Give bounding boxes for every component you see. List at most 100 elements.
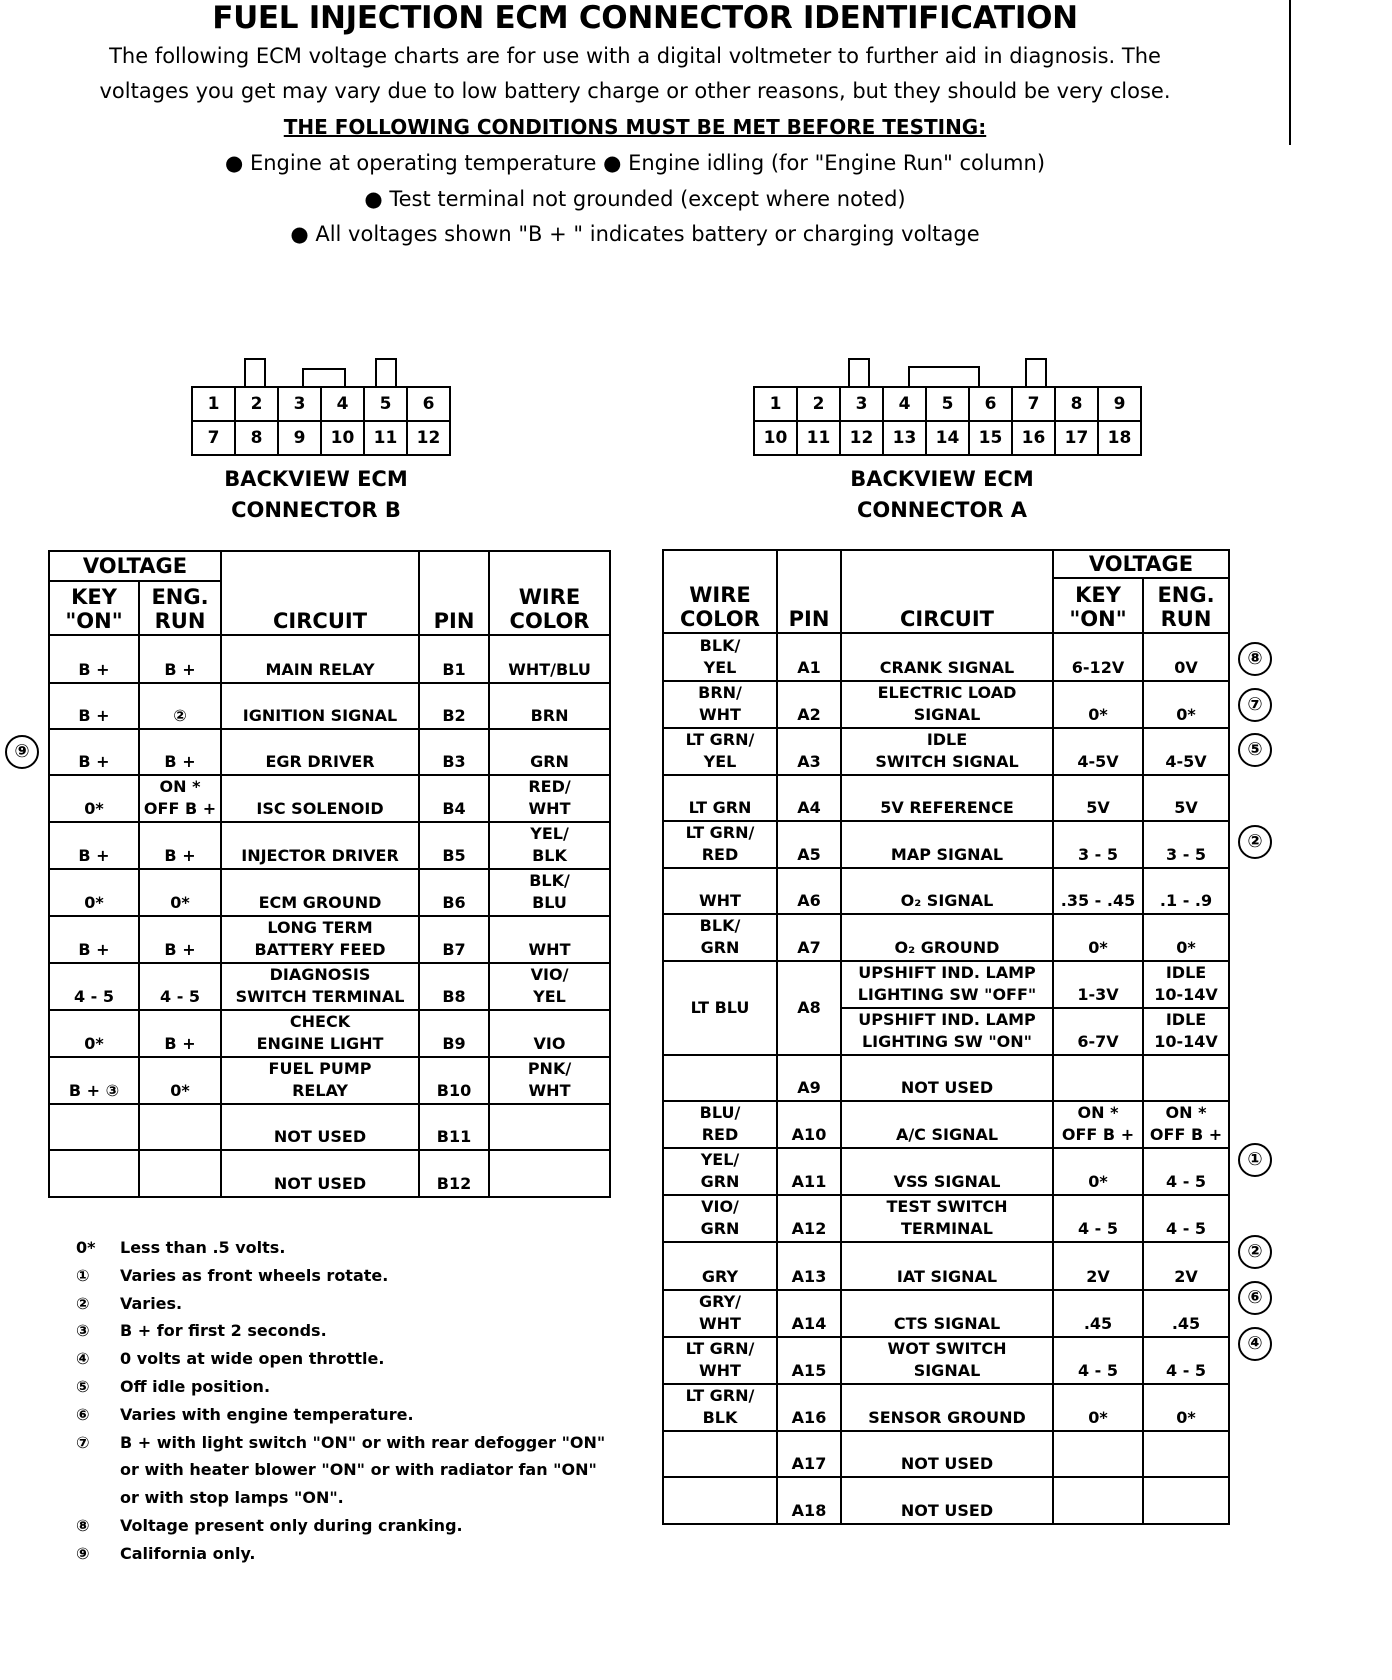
pin-cell: 11: [796, 420, 841, 456]
connector-a-voltage-table: WIRE COLOR PIN CIRCUIT VOLTAGE KEY "ON" …: [662, 549, 1231, 1525]
circuit-name: NOT USED: [840, 1476, 1054, 1525]
footnote-symbol: 0*: [76, 1238, 96, 1257]
header-key-on: KEY "ON": [1052, 577, 1144, 634]
footnote-text: or with heater blower "ON" or with radia…: [120, 1460, 597, 1480]
table-row: A9 NOT USED: [662, 1054, 1231, 1102]
key-on-voltage: 0*: [48, 1009, 140, 1058]
footnote-text: Varies.: [120, 1293, 183, 1313]
footnote-text: Varies with engine temperature.: [120, 1404, 414, 1424]
footnote-text: Voltage present only during cranking.: [120, 1516, 463, 1535]
condition-line-3: ● All voltages shown "B + " indicates ba…: [290, 222, 980, 246]
footnote: ④ 0 volts at wide open throttle.: [76, 1345, 384, 1373]
table-row: BLK/ YEL A1 CRANK SIGNAL 6-12V 0V: [662, 632, 1231, 682]
eng-run-voltage: B +: [137, 634, 223, 684]
key-on-voltage: 3 - 5: [1052, 820, 1144, 869]
circuit-name: VSS SIGNAL: [840, 1147, 1054, 1196]
wire-color: PNK/ WHT: [488, 1056, 612, 1105]
circuit-name: MAP SIGNAL: [840, 820, 1054, 869]
pin-id: A11: [776, 1147, 842, 1196]
note-marker: ②: [1238, 825, 1272, 859]
table-row: B + ② IGNITION SIGNAL B2 BRN: [48, 682, 612, 730]
header-wire-color: WIRE COLOR: [488, 550, 612, 636]
pin-cell: 3: [277, 386, 322, 422]
table-row: BLU/ RED A10 A/C SIGNAL ON * OFF B + ON * OF…: [662, 1100, 1231, 1149]
eng-run-voltage: 5V: [1141, 774, 1231, 822]
wire-color: LT BLU: [662, 960, 778, 1056]
table-row: LT GRN A4 5V REFERENCE 5V 5V: [662, 774, 1231, 822]
key-on-voltage: 0*: [1052, 680, 1144, 729]
table-row: YEL/ GRN A11 VSS SIGNAL 0* 4 - 5: [662, 1147, 1231, 1196]
key-on-voltage: 0*: [1052, 1383, 1144, 1432]
pin-id: B8: [418, 962, 491, 1011]
key-on-voltage: B +: [48, 728, 140, 776]
condition-line-2: ● Test terminal not grounded (except whe…: [364, 187, 906, 211]
wire-color: GRY: [662, 1241, 778, 1291]
eng-run-voltage: [1141, 1430, 1231, 1478]
pin-id: A5: [776, 820, 842, 869]
footnote-symbol: ⑨: [76, 1543, 90, 1563]
wire-color: [662, 1430, 778, 1478]
pin-id: B12: [418, 1149, 491, 1198]
pin-id: B6: [418, 868, 491, 917]
pin-cell: 8: [1054, 386, 1099, 422]
pin-row: 10 11 12 13 14 15 16 17 18: [753, 420, 1142, 456]
circuit-name: ISC SOLENOID: [220, 774, 421, 823]
footnote-text: Varies as front wheels rotate.: [120, 1265, 389, 1285]
eng-run-voltage: ②: [137, 682, 223, 730]
pin-cell: 10: [320, 420, 365, 456]
wire-color: WHT: [488, 915, 612, 964]
eng-run-voltage: 3 - 5: [1141, 820, 1231, 869]
circuit-name: CTS SIGNAL: [840, 1289, 1054, 1338]
table-row: A18 NOT USED: [662, 1476, 1231, 1525]
wire-color: GRY/ WHT: [662, 1289, 778, 1338]
circuit-name: EGR DRIVER: [220, 728, 421, 776]
footnote-symbol: ⑥: [76, 1404, 90, 1424]
pin-cell: 13: [882, 420, 927, 456]
pin-cell: 14: [925, 420, 970, 456]
eng-run-voltage: 4 - 5: [137, 962, 223, 1011]
footnote: ⑨ California only.: [76, 1540, 256, 1568]
wire-color: [662, 1054, 778, 1102]
pin-cell: 9: [1097, 386, 1142, 422]
pin-id: A1: [776, 632, 842, 682]
scan-edge-line: [1289, 0, 1291, 145]
footnote: 0* Less than .5 volts.: [76, 1234, 285, 1262]
key-on-voltage: 0*: [1052, 913, 1144, 962]
header-eng-run: ENG. RUN: [1141, 577, 1231, 634]
wire-color: LT GRN/ WHT: [662, 1336, 778, 1385]
wire-color: BLU/ RED: [662, 1100, 778, 1149]
wire-color: [488, 1149, 612, 1198]
wire-color: GRN: [488, 728, 612, 776]
eng-run-voltage: 0*: [1141, 680, 1231, 729]
wire-color: VIO/ GRN: [662, 1194, 778, 1243]
wire-color: LT GRN/ RED: [662, 820, 778, 869]
key-on-voltage: 0*: [1052, 1147, 1144, 1196]
note-marker: ④: [1238, 1327, 1272, 1361]
eng-run-voltage: [137, 1103, 223, 1151]
note-marker: ⑤: [1238, 733, 1272, 767]
footnote: ⑧ Voltage present only during cranking.: [76, 1512, 463, 1540]
footnote: or with stop lamps "ON".: [76, 1484, 344, 1512]
pin-cell: 6: [968, 386, 1013, 422]
intro-line-2: voltages you get may vary due to low bat…: [99, 79, 1171, 103]
pin-cell: 11: [363, 420, 408, 456]
key-on-voltage: [48, 1149, 140, 1198]
pin-id: A18: [776, 1476, 842, 1525]
wire-color: BRN/ WHT: [662, 680, 778, 729]
note-marker: ⑨: [5, 735, 39, 769]
table-row: UPSHIFT IND. LAMP LIGHTING SW "ON" 6-7V ID…: [663, 1007, 1231, 1056]
pin-id: A9: [776, 1054, 842, 1102]
note-marker: ②: [1238, 1235, 1272, 1269]
key-on-voltage: ON * OFF B +: [1052, 1100, 1144, 1149]
circuit-name: 5V REFERENCE: [840, 774, 1054, 822]
header-pin: PIN: [418, 550, 491, 636]
connector-b-label: BACKVIEW ECM CONNECTOR B: [224, 467, 408, 522]
footnote: ⑦ B + with light switch "ON" or with rear…: [76, 1429, 605, 1457]
pin-id: A14: [776, 1289, 842, 1338]
wire-color: BLK/ BLU: [488, 868, 612, 917]
eng-run-voltage: 0*: [137, 1056, 223, 1105]
circuit-name: LONG TERM BATTERY FEED: [220, 915, 421, 964]
table-row: 0* 0* ECM GROUND B6 BLK/ BLU: [48, 868, 612, 917]
circuit-name: WOT SWITCH SIGNAL: [840, 1336, 1054, 1385]
